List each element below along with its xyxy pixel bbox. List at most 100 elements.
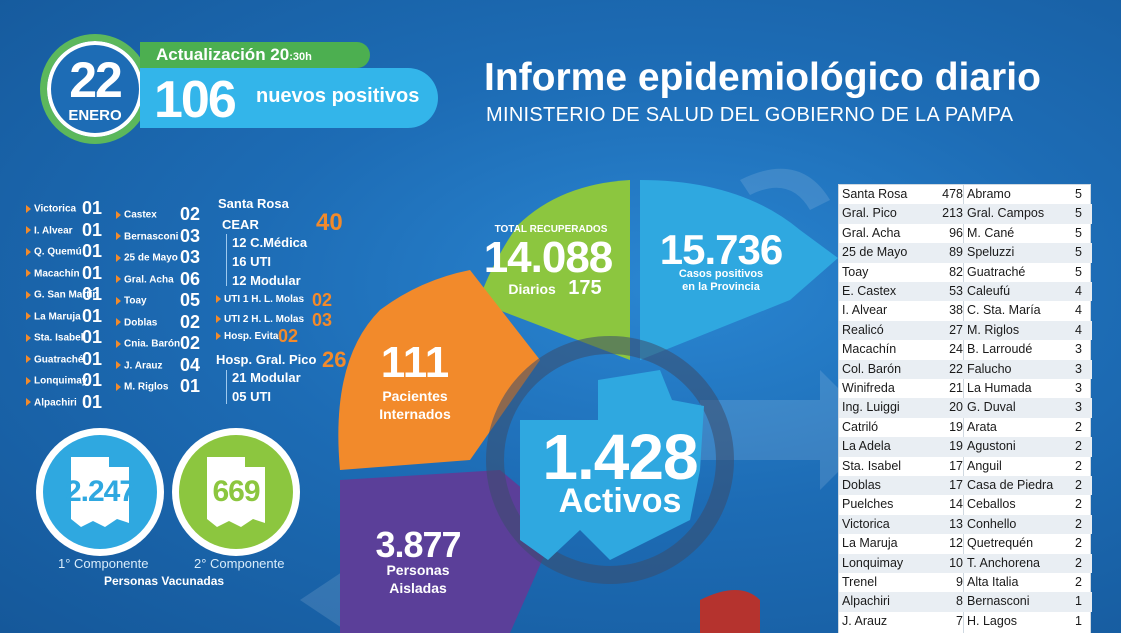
table-cell-count-b: 2 [1075, 516, 1082, 531]
table-cell-count-a: 478 [942, 187, 963, 201]
table-cell-count-b: 2 [1075, 555, 1082, 570]
locality-value: 01 [82, 391, 103, 412]
la-pampa-map-icon [71, 457, 129, 527]
vaccination-second-value: 669 [212, 475, 260, 508]
recovered-label: TOTAL RECUPERADOS [494, 224, 608, 235]
uti1-value: 02 [312, 290, 333, 310]
isolated-label-2: Aisladas [389, 580, 447, 596]
pico-value: 26 [322, 347, 347, 372]
table-cell-locality-b: H. Lagos [967, 613, 1018, 628]
cear-item-3: 12 Modular [232, 273, 301, 288]
locality-name: J. Arauz [124, 359, 163, 371]
locality-row: Gral. Acha 06 [116, 268, 208, 293]
locality-row: I. Alvear 01 [26, 220, 116, 244]
locality-value: 02 [180, 311, 201, 332]
locality-value: 02 [180, 333, 201, 353]
table-cell-count-b: 1 [1075, 613, 1082, 628]
daily-row: Diarios 175 [490, 277, 620, 300]
locality-value: 01 [82, 305, 103, 326]
locality-value: 02 [180, 204, 201, 224]
locality-row: Lonquimay 01 [26, 370, 116, 394]
bullet-triangle-icon [116, 382, 121, 391]
cear-item-2: 16 UTI [232, 254, 272, 269]
active-value: 1.428 [542, 421, 698, 493]
bullet-triangle-icon [26, 247, 31, 256]
table-cell-locality-a: Gral. Acha [842, 225, 901, 240]
new-positives-count: 106 [154, 71, 237, 129]
table-cell-count-a: 17 [949, 478, 963, 492]
table-cell-locality-b: Conhello [967, 516, 1017, 531]
table-cell-count-b: 5 [1075, 187, 1082, 201]
bullet-triangle-icon [116, 253, 121, 262]
table-cell-count-a: 9 [956, 575, 963, 589]
table-cell-locality-b: Speluzzi [967, 245, 1015, 260]
table-cell-locality-a: Victorica [842, 516, 890, 531]
locality-name: 25 de Mayo [124, 252, 178, 264]
table-cell-locality-b: M. Riglos [967, 322, 1020, 337]
date-month: ENERO [68, 107, 122, 124]
locality-value: 03 [180, 225, 201, 246]
locality-row: Castex 02 [116, 204, 208, 228]
table-cell-locality-b: Falucho [967, 361, 1012, 376]
table-cell-locality-b: Quetrequén [967, 536, 1034, 551]
table-row: Puelches 14 Ceballos 2 [839, 495, 1092, 514]
table-cell-count-b: 2 [1075, 575, 1082, 589]
bullet-triangle-icon [116, 232, 121, 241]
vaccination-first-inner: 2.247 [43, 435, 157, 549]
locality-value: 01 [82, 198, 103, 218]
update-label: Actualización 20 [156, 45, 290, 64]
evita-row: Hosp. Evita [216, 331, 278, 342]
locality-row: Macachín 01 [26, 263, 116, 287]
table-row: J. Arauz 7 H. Lagos 1 [839, 612, 1092, 631]
table-row: La Adela 19 Agustoni 2 [839, 437, 1092, 457]
vaccination-second-badge: 669 [172, 428, 300, 556]
bullet-triangle-icon [116, 339, 121, 348]
table-cell-count-a: 8 [956, 594, 963, 609]
locality-row: Doblas 02 [116, 311, 208, 336]
date-badge: 22 ENERO [40, 34, 150, 144]
table-cell-locality-a: Col. Barón [842, 361, 902, 376]
bullet-triangle-icon [116, 296, 121, 305]
locality-name: Lonquimay [34, 375, 88, 387]
table-cell-locality-b: Gral. Campos [967, 206, 1045, 221]
locality-name: Macachín [34, 267, 80, 279]
table-cell-locality-a: La Maruja [842, 536, 898, 551]
table-cell-count-a: 10 [949, 555, 963, 570]
locality-name: Alpachiri [34, 396, 77, 408]
bullet-triangle-icon [116, 318, 121, 327]
table-cell-locality-b: Anguil [967, 458, 1002, 473]
bullet-triangle-icon [26, 333, 31, 342]
table-cell-locality-b: Ceballos [967, 497, 1016, 512]
table-cell-count-b: 4 [1075, 322, 1082, 337]
table-cell-locality-b: Agustoni [967, 439, 1016, 454]
table-cell-locality-b: M. Cané [967, 225, 1015, 240]
positives-value: 15.736 [659, 226, 783, 273]
table-cell-count-a: 24 [949, 342, 963, 357]
table-cell-locality-b: Abramo [967, 187, 1011, 201]
table-cell-count-a: 82 [949, 264, 963, 279]
table-cell-locality-a: I. Alvear [842, 303, 888, 318]
locality-row: La Maruja 01 [26, 305, 116, 330]
locality-row: G. San Martín 01 [26, 284, 116, 308]
table-row: Lonquimay 10 T. Anchorena 2 [839, 553, 1092, 573]
table-cell-locality-b: La Humada [967, 381, 1032, 395]
table-cell-locality-b: Alta Italia [967, 575, 1019, 589]
update-time-suffix: :30h [289, 51, 312, 63]
table-cell-locality-b: B. Larroudé [967, 342, 1033, 357]
table-row: La Maruja 12 Quetrequén 2 [839, 534, 1092, 553]
bullet-triangle-icon [116, 210, 121, 219]
page-title: Informe epidemiológico diario [484, 56, 1041, 99]
pico-item-2: 05 UTI [232, 389, 272, 404]
locality-value: 06 [180, 268, 201, 289]
positives-label-1: Casos positivos [678, 268, 764, 280]
locality-row: Sta. Isabel 01 [26, 327, 116, 351]
table-cell-count-a: 27 [949, 322, 963, 337]
locality-name: Guatraché [34, 353, 84, 365]
uti2-label: UTI 2 H. L. Molas [224, 314, 305, 325]
recovered-value: 14.088 [483, 233, 614, 282]
table-cell-count-a: 19 [949, 419, 963, 434]
locality-value: 03 [180, 247, 201, 267]
bullet-triangle-icon [26, 355, 31, 364]
table-cell-locality-b: Casa de Piedra [967, 478, 1054, 492]
